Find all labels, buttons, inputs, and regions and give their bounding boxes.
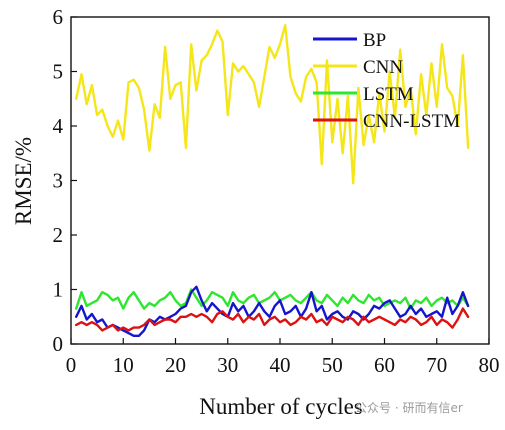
series-line-cnn-lstm: [74, 307, 470, 332]
x-tick-label: 80: [479, 353, 500, 377]
series-line-lstm: [74, 288, 470, 310]
y-tick-label: 5: [53, 60, 64, 84]
legend: BP CNN LSTM CNN-LSTM: [313, 30, 460, 132]
y-tick-label: 0: [53, 332, 64, 356]
y-axis-title: RMSE/%: [11, 137, 36, 225]
y-tick-label: 4: [53, 114, 64, 138]
x-tick-label: 10: [113, 353, 134, 377]
y-tick-label: 2: [53, 223, 64, 247]
x-tick-label: 40: [270, 353, 291, 377]
watermark-text: 公众号 · 研而有信er: [355, 401, 463, 415]
legend-label-lstm: LSTM: [363, 84, 414, 105]
x-tick-label: 60: [374, 353, 395, 377]
series-line-cnn: [74, 24, 470, 185]
y-tick-label: 3: [53, 169, 64, 193]
x-tick-label: 0: [66, 353, 77, 377]
x-axis-title: Number of cycles: [199, 394, 363, 419]
x-tick-label: 50: [322, 353, 343, 377]
x-tick-label: 20: [165, 353, 186, 377]
x-tick-label: 70: [426, 353, 447, 377]
ticks-layer: 0 10 20 30 40 50 60 70 80 0 1 2 3 4 5 6: [53, 5, 500, 377]
y-tick-label: 6: [53, 5, 64, 29]
y-tick-label: 1: [53, 278, 64, 302]
legend-label-bp: BP: [363, 30, 386, 51]
legend-label-cnn: CNN: [363, 57, 403, 78]
legend-label-cnn-lstm: CNN-LSTM: [363, 111, 460, 132]
series-line-bp: [74, 285, 470, 337]
plot-frame: [70, 16, 490, 345]
x-tick-label: 30: [217, 353, 238, 377]
series-layer: [74, 24, 470, 337]
